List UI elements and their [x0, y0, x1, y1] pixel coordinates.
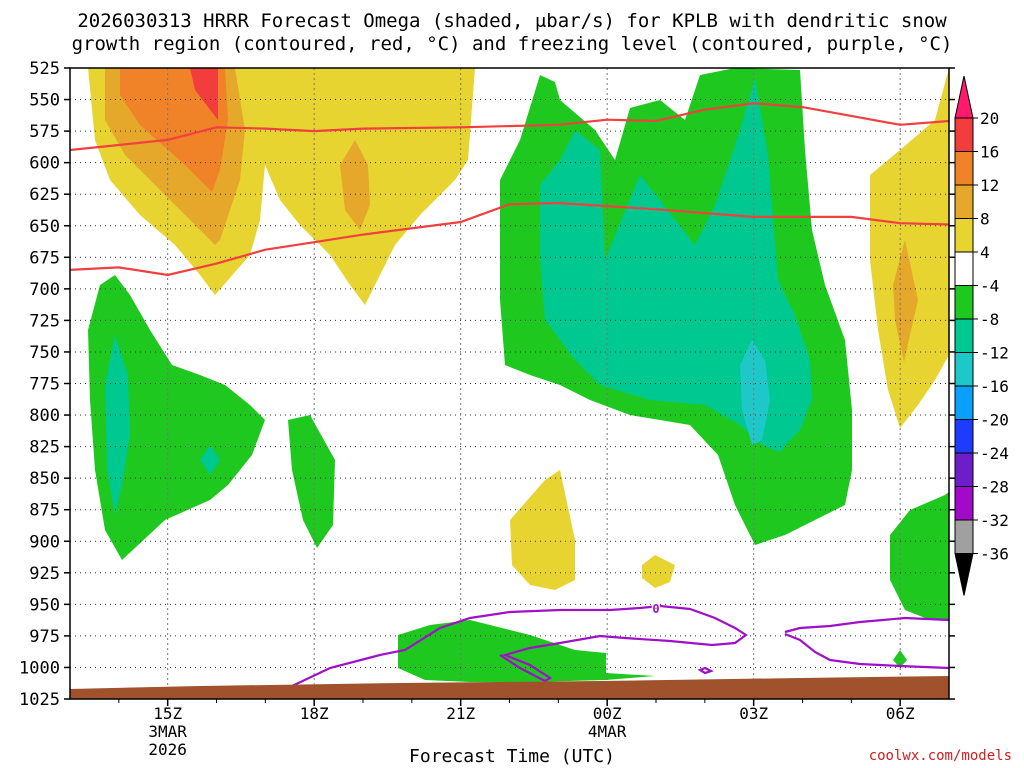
omega-region-g4 — [88, 275, 265, 560]
omega-region-g4 — [890, 492, 949, 620]
omega-region-g12 — [740, 340, 770, 445]
colorbar-label: 8 — [980, 210, 990, 229]
colorbar-label: 12 — [980, 176, 999, 195]
colorbar-segment — [954, 318, 974, 353]
y-tick-label: 875 — [29, 501, 60, 521]
omega-region-y4 — [870, 68, 949, 428]
colorbar-segment — [954, 519, 974, 554]
colorbar-label: -4 — [980, 277, 999, 296]
y-tick-label: 650 — [29, 217, 60, 237]
colorbar-label: -20 — [980, 411, 1009, 430]
y-tick-label: 625 — [29, 185, 60, 205]
y-tick-label: 1000 — [19, 658, 60, 678]
x-tick-label: 15Z — [153, 704, 182, 723]
colorbar-segment — [954, 385, 974, 420]
x-tick-label: 21Z — [446, 704, 475, 723]
y-tick-label: 850 — [29, 469, 60, 489]
omega-region-y8 — [340, 140, 370, 230]
colorbar-segment — [954, 452, 974, 487]
credit-link[interactable]: coolwx.com/models — [868, 748, 1012, 764]
colorbar-top-triangle — [954, 75, 974, 119]
colorbar-segment — [954, 352, 974, 387]
colorbar-label: -12 — [980, 344, 1009, 363]
freezing-level-label: 0 — [652, 602, 659, 616]
colorbar-segment — [954, 419, 974, 454]
colorbar-label: 16 — [980, 143, 999, 162]
x-tick-date-label: 4MAR — [588, 722, 627, 741]
x-tick-label: 06Z — [886, 704, 915, 723]
x-tick-label: 03Z — [739, 704, 768, 723]
colorbar-segment — [954, 117, 974, 152]
omega-region-y16 — [190, 68, 218, 120]
y-tick-label: 525 — [29, 59, 60, 79]
y-tick-label: 950 — [29, 595, 60, 615]
omega-region-g4 — [606, 673, 655, 680]
freezing-level-contour — [289, 604, 748, 688]
colorbar-segment — [954, 251, 974, 286]
y-tick-label: 900 — [29, 532, 60, 552]
colorbar-label: -36 — [980, 545, 1009, 564]
omega-region-y4 — [642, 555, 675, 588]
y-tick-label: 750 — [29, 343, 60, 363]
freezing-level-contour — [697, 666, 714, 675]
y-tick-label: 825 — [29, 438, 60, 458]
omega-region-g8 — [105, 335, 130, 515]
x-tick-label: 00Z — [593, 704, 622, 723]
freezing-level-contour — [784, 632, 949, 670]
y-tick-label: 775 — [29, 375, 60, 395]
colorbar-label: -8 — [980, 310, 999, 329]
y-tick-label: 725 — [29, 311, 60, 331]
colorbar-segment — [954, 285, 974, 320]
y-tick-label: 1025 — [19, 690, 60, 710]
colorbar-segment — [954, 151, 974, 186]
colorbar-segment — [954, 218, 974, 253]
y-tick-label: 575 — [29, 122, 60, 142]
colorbar-label: 4 — [980, 243, 990, 262]
omega-region-y8 — [893, 240, 918, 362]
colorbar-segment — [954, 486, 974, 521]
y-tick-label: 550 — [29, 91, 60, 111]
y-tick-label: 700 — [29, 280, 60, 300]
y-tick-label: 925 — [29, 564, 60, 584]
dgz-contour-bottom — [70, 201, 949, 277]
x-tick-date-label: 3MAR — [148, 722, 187, 741]
x-tick-label: 18Z — [300, 704, 329, 723]
omega-region-y4 — [510, 470, 575, 590]
y-tick-label: 800 — [29, 406, 60, 426]
colorbar-label: 20 — [980, 109, 999, 128]
omega-region-g4 — [288, 415, 335, 548]
x-tick-year-label: 2026 — [148, 740, 187, 759]
colorbar-label: -32 — [980, 511, 1009, 530]
terrain-fill — [70, 676, 949, 699]
x-axis-label: Forecast Time (UTC) — [409, 746, 615, 767]
omega-region-y12 — [120, 68, 228, 192]
colorbar-bottom-triangle — [954, 553, 974, 596]
colorbar-label: -16 — [980, 377, 1009, 396]
colorbar-label: -28 — [980, 478, 1009, 497]
y-tick-label: 600 — [29, 154, 60, 174]
colorbar-segment — [954, 184, 974, 219]
omega-region-g8 — [200, 445, 220, 475]
chart-title-line-2: growth region (contoured, red, °C) and f… — [71, 33, 953, 55]
y-tick-label: 675 — [29, 248, 60, 268]
dgz-contour-top — [70, 102, 949, 152]
freezing-level-contour — [784, 616, 949, 634]
chart-title-line-1: 2026030313 HRRR Forecast Omega (shaded, … — [77, 10, 947, 32]
y-tick-label: 975 — [29, 627, 60, 647]
colorbar-label: -24 — [980, 444, 1009, 463]
